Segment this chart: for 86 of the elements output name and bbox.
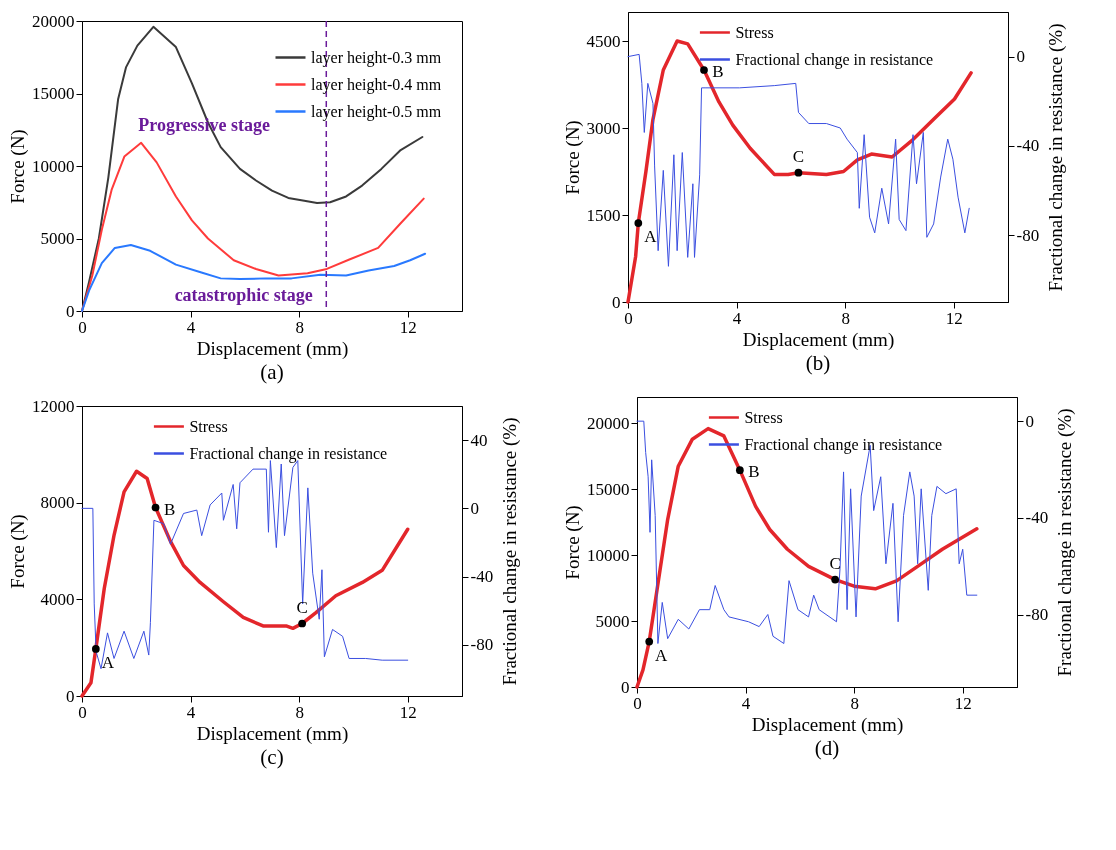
y-axis-title: Force (N) <box>562 505 584 580</box>
y-axis-title: Force (N) <box>561 120 584 195</box>
point <box>91 645 100 653</box>
y2-tick-label: 0 <box>470 498 479 518</box>
y-tick-label: 0 <box>621 677 630 697</box>
x-tick-label: 8 <box>295 702 304 722</box>
annotation: B <box>748 462 760 482</box>
x-tick-label: 4 <box>732 308 742 328</box>
y2-axis-title: Fractional change in resistance (%) <box>1045 23 1068 292</box>
y-tick-label: 4000 <box>40 589 75 609</box>
y-tick-label: 5000 <box>595 611 630 631</box>
y-tick-label: 8000 <box>40 493 75 513</box>
y-tick-label: 1500 <box>586 205 621 225</box>
y2-tick-label: -40 <box>470 567 494 587</box>
y-tick-label: 15000 <box>32 84 75 103</box>
y-tick-label: 12000 <box>32 396 75 416</box>
x-axis-title: Displacement (mm) <box>196 337 349 360</box>
y-tick-label: 5000 <box>40 229 75 248</box>
legend-label: Stress <box>735 23 774 41</box>
point <box>700 66 708 74</box>
point <box>831 575 840 584</box>
y2-tick-label: -40 <box>1025 508 1049 528</box>
x-tick-label: 8 <box>841 308 850 328</box>
x-axis-title: Displacement (mm) <box>751 713 904 736</box>
x-tick-label: 12 <box>399 702 417 722</box>
legend-label: Fractional change in resistance <box>189 444 388 463</box>
point <box>151 503 160 512</box>
annotation: C <box>296 597 308 617</box>
legend-label: Stress <box>744 408 783 426</box>
y2-tick-label: -80 <box>1016 225 1040 245</box>
y-axis-title: Force (N) <box>7 129 29 204</box>
x-tick-label: 12 <box>945 308 963 328</box>
line-series <box>80 469 410 698</box>
x-tick-label: 4 <box>186 702 196 722</box>
point <box>736 466 744 475</box>
legend-label: Fractional change in resistance <box>735 50 934 69</box>
y2-axis-title: Fractional change in resistance (%) <box>499 417 522 686</box>
line-series <box>81 244 427 312</box>
x-tick-label: 12 <box>954 693 972 713</box>
point <box>794 168 803 177</box>
y2-tick-label: -80 <box>470 635 494 655</box>
y-tick-label: 20000 <box>587 413 630 433</box>
y-tick-label: 0 <box>612 292 621 312</box>
x-axis-title: Displacement (mm) <box>742 328 895 351</box>
text: (b) <box>805 351 831 375</box>
annotation: C <box>792 146 805 166</box>
legend-label: layer height-0.5 mm <box>311 102 442 121</box>
x-tick-label: 4 <box>741 693 751 713</box>
line-series <box>635 426 979 689</box>
point <box>298 619 306 628</box>
x-axis-title: Displacement (mm) <box>196 722 349 745</box>
y-tick-label: 4500 <box>586 31 621 51</box>
y2-tick-label: -80 <box>1025 605 1049 624</box>
y2-tick-label: -40 <box>1016 136 1040 156</box>
annotation: C <box>829 553 841 573</box>
y-tick-label: 20000 <box>32 11 75 31</box>
y2-tick-label: 40 <box>470 430 488 450</box>
legend-label: Stress <box>189 417 228 435</box>
annotation: B <box>712 62 724 81</box>
y-tick-label: 10000 <box>587 545 630 565</box>
line-series <box>626 39 973 304</box>
y2-tick-label: 0 <box>1016 47 1025 67</box>
y-axis-title: Force (N) <box>7 514 29 589</box>
point <box>634 219 643 227</box>
y2-axis-title: Fractional change in resistance (%) <box>1054 408 1077 677</box>
legend-label: Fractional change in resistance <box>744 435 943 454</box>
line-series <box>627 53 970 267</box>
annotation: A <box>655 645 669 665</box>
y2-tick-label: 0 <box>1025 411 1034 431</box>
text: (c) <box>260 745 284 769</box>
y-tick-label: 10000 <box>32 156 75 176</box>
text: (a) <box>260 360 284 384</box>
y-tick-label: 3000 <box>586 118 621 138</box>
annotation: catastrophic stage <box>174 285 313 306</box>
annotation: B <box>163 499 176 519</box>
x-tick-label: 12 <box>399 317 417 337</box>
point <box>645 637 654 646</box>
annotation: A <box>644 227 658 247</box>
y-tick-label: 15000 <box>587 479 630 499</box>
annotation: A <box>101 652 115 672</box>
x-tick-label: 4 <box>186 317 196 337</box>
x-tick-label: 8 <box>295 317 304 337</box>
x-tick-label: 8 <box>850 693 859 713</box>
legend-label: layer height-0.3 mm <box>311 48 442 67</box>
text: (d) <box>814 736 840 760</box>
legend-label: layer height-0.4 mm <box>311 75 442 94</box>
